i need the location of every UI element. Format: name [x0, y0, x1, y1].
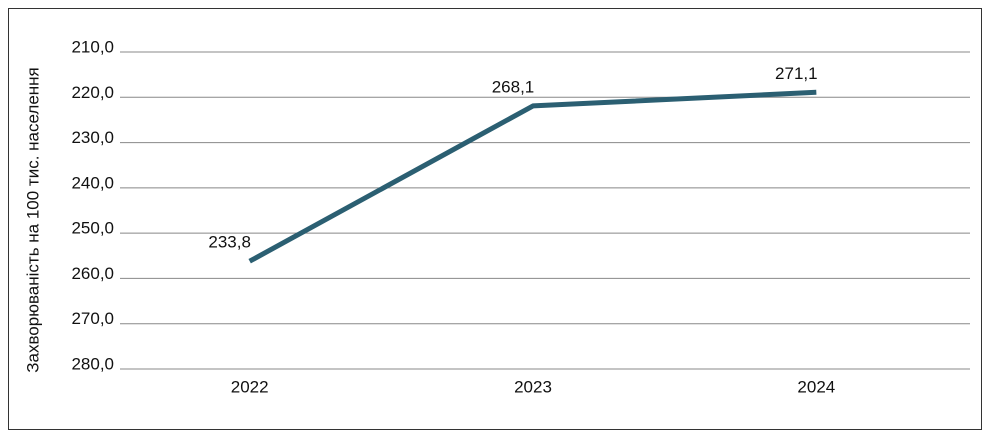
- data-label: 233,8: [208, 233, 251, 252]
- data-label: 268,1: [492, 77, 535, 96]
- x-tick-label: 2022: [231, 377, 269, 396]
- data-label: 271,1: [775, 64, 818, 83]
- x-tick-label: 2023: [514, 377, 552, 396]
- chart-frame: [8, 8, 982, 430]
- y-tick-label: 260,0: [71, 264, 114, 283]
- y-tick-label: 230,0: [71, 128, 114, 147]
- y-tick-label: 220,0: [71, 83, 114, 102]
- y-tick-label: 270,0: [71, 309, 114, 328]
- y-tick-label: 250,0: [71, 219, 114, 238]
- x-tick-label: 2024: [797, 377, 835, 396]
- y-tick-label: 240,0: [71, 173, 114, 192]
- data-line: [248, 89, 817, 264]
- y-axis-label: Захворюваність на 100 тис. населення: [23, 67, 42, 373]
- y-tick-label: 210,0: [71, 37, 114, 56]
- y-tick-label: 280,0: [71, 354, 114, 373]
